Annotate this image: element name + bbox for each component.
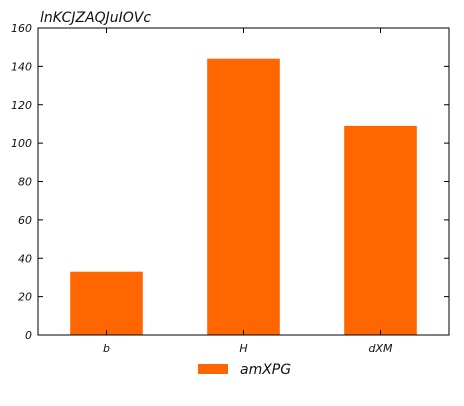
- y-tick-label: 20: [18, 291, 32, 304]
- bar-b: [70, 271, 143, 335]
- chart-title: lnKCJZAQJuIOVc: [40, 10, 151, 26]
- legend-label: amXPG: [240, 362, 291, 378]
- x-tick-label: dXM: [368, 342, 393, 355]
- y-tick-label: 140: [11, 60, 32, 73]
- y-tick-label: 160: [11, 22, 32, 35]
- y-tick-label: 0: [25, 329, 32, 342]
- bar-H: [207, 58, 280, 335]
- legend: amXPG: [198, 362, 291, 378]
- bar-dXM: [344, 125, 417, 336]
- y-tick-label: 100: [11, 137, 32, 150]
- legend-swatch: [198, 364, 228, 374]
- y-tick-label: 40: [18, 252, 32, 265]
- y-tick-label: 80: [18, 176, 32, 189]
- y-tick-label: 60: [18, 214, 32, 227]
- x-tick-label: H: [239, 342, 247, 355]
- axes-frame: [37, 27, 450, 336]
- x-tick-label: b: [103, 342, 110, 355]
- y-tick-label: 120: [11, 99, 32, 112]
